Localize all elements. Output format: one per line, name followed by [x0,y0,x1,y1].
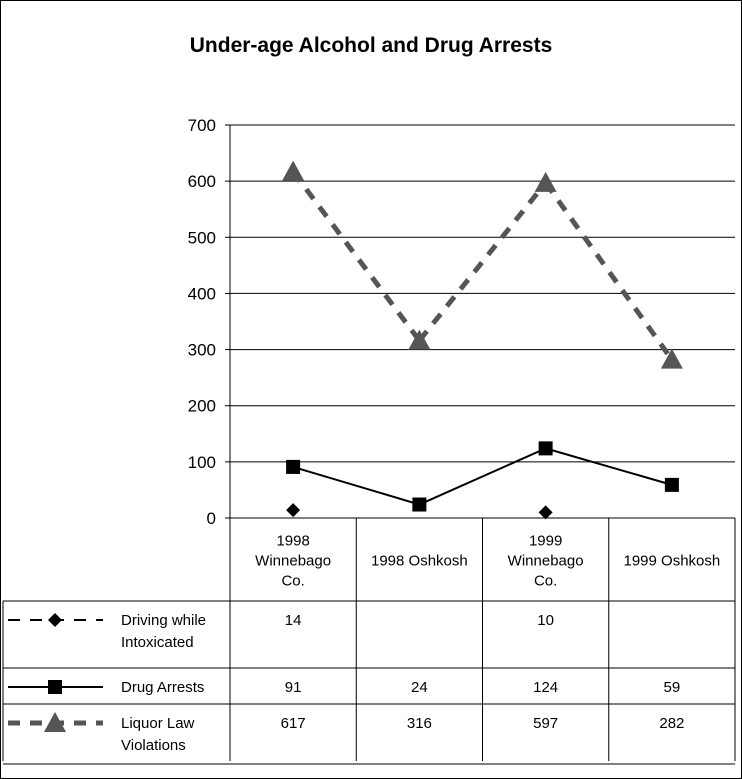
y-tick-label: 200 [188,397,216,416]
y-tick-label: 400 [188,284,216,303]
data-point [538,505,553,520]
data-point [412,497,427,512]
series-line [543,181,674,362]
series-line [291,170,422,343]
category-label: 1998 Oshkosh [371,553,468,570]
legend-label: Driving while [121,612,206,629]
data-point [408,329,431,350]
data-point [286,503,301,518]
category-label: 1999 Oshkosh [624,553,721,570]
table-value: 10 [537,612,554,629]
legend-label: Intoxicated [121,634,194,651]
category-label: Winnebago [508,553,584,570]
table-value: 14 [285,612,302,629]
data-point [538,441,553,456]
y-tick-label: 100 [188,453,216,472]
y-tick-label: 700 [188,116,216,135]
y-tick-label: 500 [188,228,216,247]
legend-label: Drug Arrests [121,679,204,696]
table-value: 24 [411,679,428,696]
category-label: 1999 [529,533,562,550]
legend-label: Violations [121,737,186,754]
category-label: Co. [281,573,304,590]
data-point [286,459,301,474]
category-label: Co. [534,573,557,590]
category-label: Winnebago [255,553,331,570]
table-value: 316 [407,715,432,732]
data-point [660,348,683,369]
table-value: 282 [659,715,684,732]
legend-key-marker [44,712,66,732]
table-value: 59 [664,679,681,696]
data-point [282,160,305,181]
legend-label: Liquor Law [121,715,195,732]
legend-key-marker [48,680,62,694]
y-tick-label: 300 [188,341,216,360]
series-line [545,447,673,486]
table-value: 91 [285,679,302,696]
y-tick-label: 0 [207,509,216,528]
data-point [664,477,679,492]
category-label: 1998 [276,533,309,550]
legend-key-marker [48,613,62,627]
series-line [418,447,547,506]
series-line [292,465,420,506]
table-value: 597 [533,715,558,732]
y-tick-label: 600 [188,172,216,191]
table-value: 124 [533,679,558,696]
data-point [534,171,557,192]
series-line [417,181,548,343]
table-value: 617 [281,715,306,732]
chart-title: Under-age Alcohol and Drug Arrests [189,34,553,57]
